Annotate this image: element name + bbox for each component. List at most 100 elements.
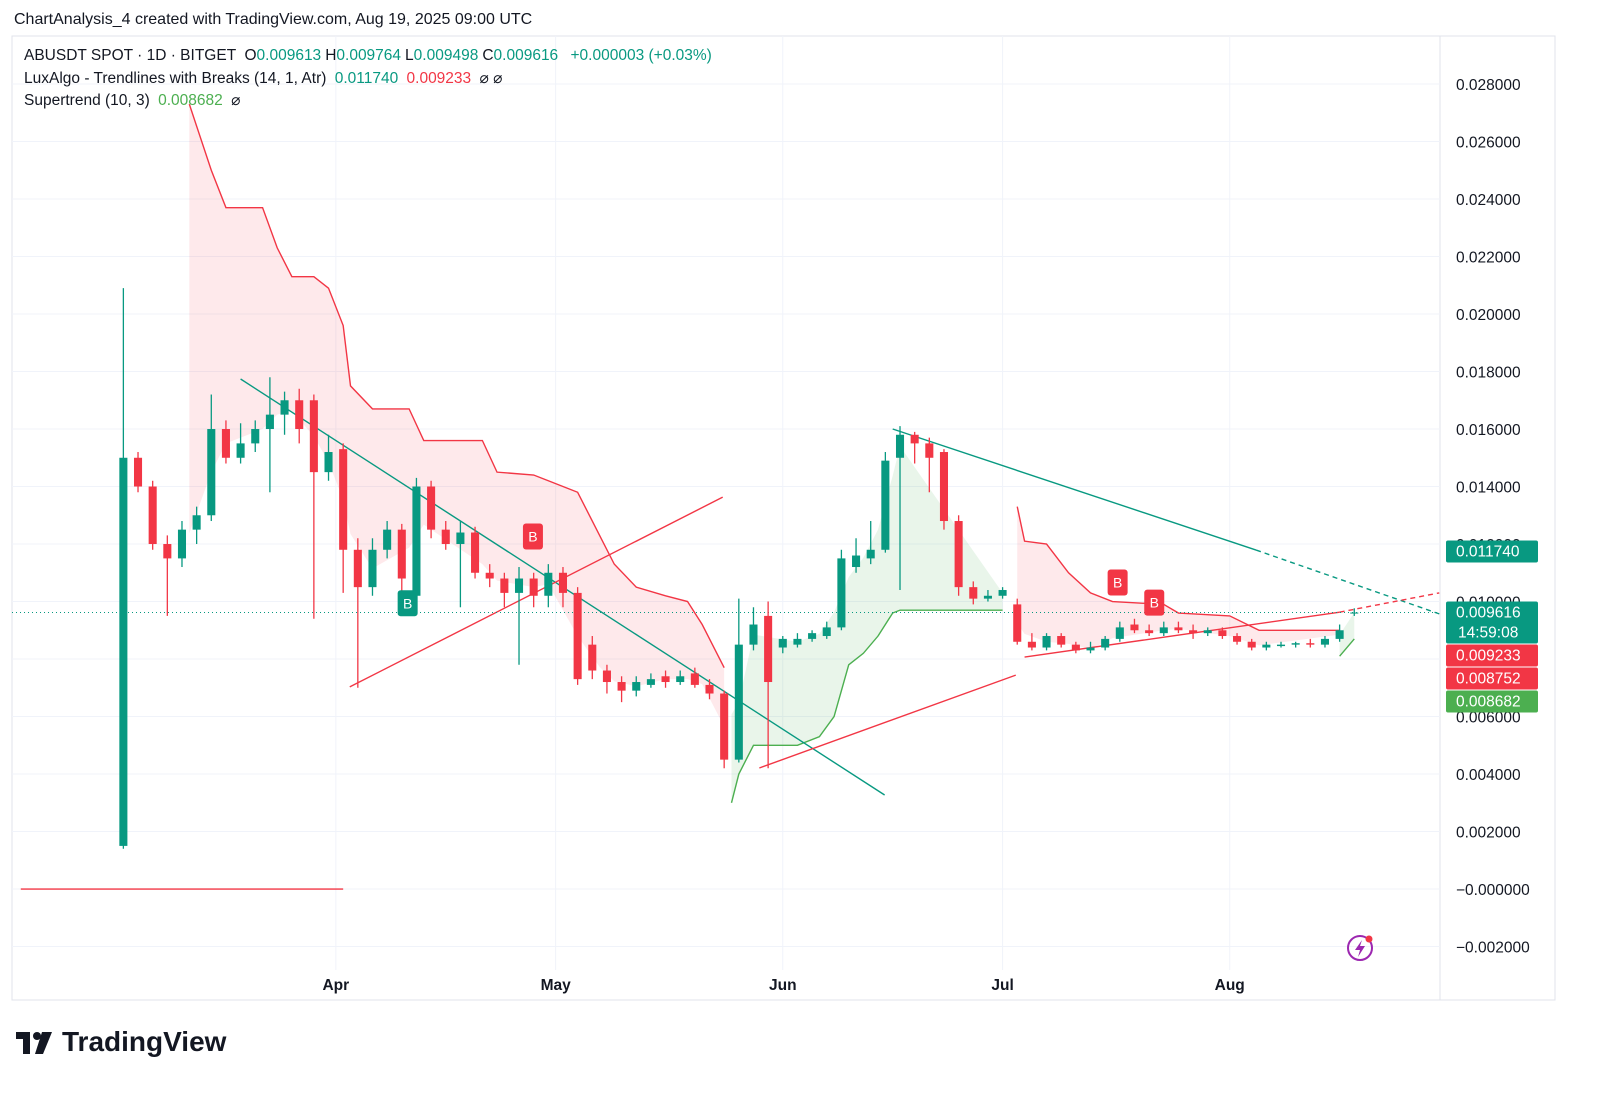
y-tick-label: 0.004000 (1456, 767, 1521, 784)
y-tick-label: 0.022000 (1456, 250, 1521, 267)
candle-body (676, 676, 685, 683)
break-marker (522, 523, 543, 550)
candle-body (485, 572, 494, 579)
ohlc-value: 0.009498 (413, 47, 479, 64)
candle-body (119, 457, 128, 846)
candle-body (339, 449, 348, 550)
candle-body (397, 529, 406, 579)
lightning-icon (1347, 935, 1373, 961)
price-tag (1446, 540, 1538, 563)
indicator-icons: ⌀ ⌀ (479, 70, 503, 87)
price-tag-label: 0.009616 (1456, 605, 1521, 622)
candle-body (983, 595, 992, 599)
supertrend-fill (731, 446, 1003, 803)
candle-body (280, 400, 289, 415)
price-tag-label: 0.008682 (1456, 694, 1521, 711)
candle-body (954, 521, 963, 588)
ohlc-value: 0.009764 (336, 47, 402, 64)
x-tick-label: Apr (322, 977, 349, 994)
candle-body (309, 400, 318, 473)
price-tag-label: 0.008752 (1456, 671, 1521, 688)
price-tag (1446, 690, 1538, 713)
x-tick-label: Jun (769, 977, 797, 994)
price-tag (1446, 644, 1538, 667)
ohlc: O0.009613 H0.009764 L0.009498 C0.009616 (244, 47, 562, 64)
candle-body (1145, 630, 1154, 634)
candle-body (764, 615, 773, 683)
candle-body (295, 400, 304, 430)
trendline (759, 674, 1017, 769)
candle-body (895, 434, 905, 458)
y-tick-label: 0.016000 (1456, 422, 1521, 439)
candle-body (236, 443, 245, 458)
candle-body (456, 532, 465, 545)
break-marker (1144, 589, 1165, 616)
candle-body (1189, 630, 1198, 634)
candle-body (705, 684, 714, 694)
candle-body (133, 457, 143, 487)
price-tag (1446, 601, 1538, 644)
candle-body (265, 414, 274, 430)
candle-body (661, 676, 670, 683)
candle-body (822, 627, 831, 637)
x-tick-label: Aug (1215, 977, 1245, 994)
price-tag-label: 0.011740 (1456, 543, 1520, 560)
candle-body (778, 638, 787, 648)
x-tick-label: May (541, 977, 572, 994)
chart-frame (11, 35, 1556, 1001)
trendline (1339, 592, 1440, 613)
candle-body (734, 644, 743, 760)
supertrend-line (188, 103, 725, 668)
indicator-name: LuxAlgo - Trendlines with Breaks (14, 1,… (24, 70, 327, 87)
break-marker-label: B (528, 529, 537, 545)
candle-body (793, 638, 802, 645)
supertrend-fill (189, 104, 725, 727)
candle-body (368, 549, 377, 588)
ohlc-key: C (482, 47, 494, 64)
supertrend-fill (1017, 506, 1340, 649)
legend-row-3: Supertrend (10, 3) 0.008682 ⌀ (24, 91, 244, 110)
candle-body (602, 670, 611, 683)
indicator-value: 0.009233 (406, 70, 472, 87)
candle-body (1057, 636, 1066, 645)
candle-body (1086, 647, 1095, 651)
candle-body (207, 429, 216, 516)
candle-body (939, 452, 949, 522)
y-tick-label: 0.006000 (1456, 710, 1521, 727)
candle-body (1013, 604, 1022, 642)
ohlc-value: 0.009616 (493, 47, 559, 64)
supertrend-line (1339, 638, 1355, 657)
candle-body (1291, 643, 1300, 645)
candle-body (1027, 641, 1036, 648)
ohlc-key: H (325, 47, 337, 64)
candle-body (441, 529, 450, 545)
candle-body (969, 587, 978, 599)
candle-body (837, 558, 846, 628)
header: ChartAnalysis_4 created with TradingView… (14, 11, 533, 28)
break-marker (397, 590, 418, 617)
candle-body (1203, 630, 1212, 634)
change: +0.000003 (+0.03%) (570, 47, 712, 64)
candle-body (588, 644, 597, 671)
indicator-value: 0.008682 (158, 92, 223, 109)
candle-body (427, 486, 436, 530)
y-tick-label: −0.000000 (1456, 882, 1530, 899)
candle-body (558, 572, 568, 593)
candle-body (1306, 643, 1315, 645)
candle-body (1071, 644, 1080, 651)
candle-body (1320, 638, 1329, 645)
candle-body (1174, 627, 1183, 631)
candle-body (177, 529, 187, 559)
candle-body (852, 555, 861, 568)
candle-body (221, 429, 230, 458)
candle-body (1115, 627, 1124, 639)
candle-body (1350, 612, 1359, 614)
indicator-icons: ⌀ (231, 92, 241, 109)
candle-body (1218, 630, 1227, 637)
candle-body (925, 443, 934, 458)
candle-body (632, 682, 641, 691)
candle-body (1247, 641, 1256, 648)
legend-row-1: ABUSDT SPOT · 1D · BITGET O0.009613 H0.00… (24, 47, 716, 65)
candle-body (573, 592, 582, 680)
